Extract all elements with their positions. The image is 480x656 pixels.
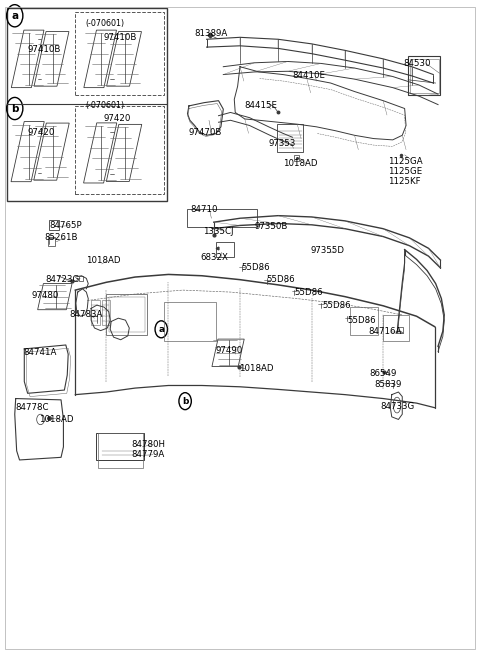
Bar [91,300,100,325]
Text: 84741A: 84741A [24,348,57,358]
Text: 55D86: 55D86 [348,316,376,325]
Text: 85839: 85839 [374,380,402,389]
Text: 1018AD: 1018AD [239,364,274,373]
Bar [350,307,378,335]
Text: (-070601): (-070601) [85,102,124,110]
Text: 1125GE: 1125GE [388,167,422,176]
Text: 84733G: 84733G [381,402,415,411]
Text: 84765P: 84765P [49,221,82,230]
Text: b: b [11,104,19,113]
Bar [397,327,403,333]
Bar [277,124,303,152]
Text: 97410B: 97410B [104,33,137,42]
Text: 55D86: 55D86 [267,275,295,284]
Text: b: b [182,397,188,405]
Text: 1335CJ: 1335CJ [203,227,233,236]
Bar [79,276,83,281]
Bar [48,237,55,247]
Text: 1018AD: 1018AD [86,256,121,265]
Text: 85261B: 85261B [44,234,78,242]
Text: 55D86: 55D86 [322,300,351,310]
Text: 55D86: 55D86 [295,288,324,297]
Text: 84783A: 84783A [69,310,103,319]
Bar [383,315,409,341]
Bar [294,155,299,161]
Text: 97480: 97480 [32,291,59,300]
Text: 97353: 97353 [269,139,296,148]
Text: 84723G: 84723G [45,275,80,284]
Text: 97420: 97420 [104,114,132,123]
Bar [408,56,441,96]
Text: 97355D: 97355D [311,247,345,255]
Text: 84415E: 84415E [245,102,278,110]
Bar [49,220,59,230]
Bar [164,302,216,341]
Text: 97470B: 97470B [189,127,222,136]
Bar [107,294,147,335]
Text: 81389A: 81389A [194,29,228,38]
Bar [410,59,439,93]
Text: 55D86: 55D86 [241,263,270,272]
Text: (-070601): (-070601) [85,19,124,28]
Text: 86549: 86549 [370,369,397,379]
Text: 97410B: 97410B [28,45,61,54]
Text: 97490: 97490 [215,346,242,356]
Bar [109,297,144,332]
Text: 97420: 97420 [28,127,55,136]
Bar [102,300,110,325]
Bar [98,432,143,468]
Text: 84410E: 84410E [292,72,325,80]
Text: 84779A: 84779A [131,450,165,459]
Text: 84530: 84530 [404,59,431,68]
Text: a: a [11,10,18,21]
Text: 97350B: 97350B [254,222,288,232]
Text: 1125GA: 1125GA [388,157,422,166]
Text: 84780H: 84780H [131,440,165,449]
Bar [7,8,167,201]
Text: 1018AD: 1018AD [283,159,317,168]
Text: 84778C: 84778C [16,403,49,412]
Text: 1018AD: 1018AD [38,415,73,424]
Bar [75,106,164,194]
Bar [187,209,257,228]
Bar [216,242,234,257]
Text: 6832X: 6832X [201,253,229,262]
Text: 1125KF: 1125KF [388,177,420,186]
Bar [75,12,164,96]
Text: a: a [158,325,164,334]
Bar [96,432,144,460]
Text: 84710: 84710 [190,205,217,214]
Text: 84716A: 84716A [369,327,402,337]
